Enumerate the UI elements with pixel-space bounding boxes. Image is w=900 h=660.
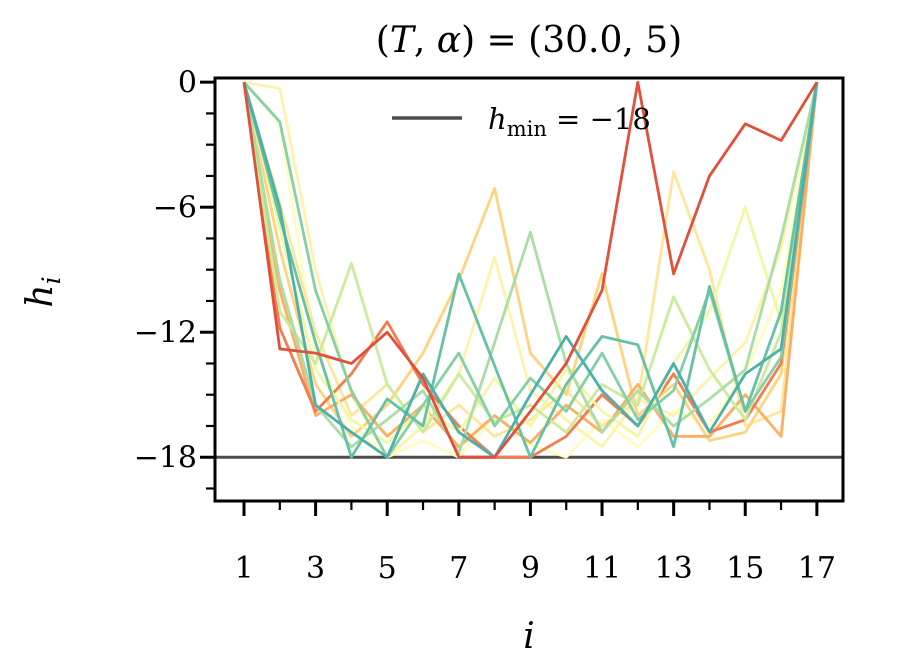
series-line-run-13 <box>242 80 819 459</box>
series-line-run-02 <box>243 80 819 459</box>
legend: hmin = −18 <box>392 102 651 141</box>
x-tick-label: 15 <box>726 551 764 586</box>
y-tick-label: −6 <box>153 191 197 226</box>
series-line-run-11 <box>242 81 819 459</box>
x-tick-labels: 1 3 5 7 9 11 13 15 17 <box>234 551 836 586</box>
x-tick-label: 13 <box>655 551 693 586</box>
axis-ticks <box>200 80 819 516</box>
x-tick-label: 3 <box>306 551 325 586</box>
x-tick-label: 11 <box>583 551 621 586</box>
series-lines <box>242 80 819 459</box>
x-tick-label: 7 <box>449 551 468 586</box>
series-line-run-07 <box>242 81 819 445</box>
chart-title: (T, α) = (30.0, 5) <box>376 20 682 61</box>
series-line-run-08 <box>242 81 819 434</box>
x-tick-label: 5 <box>378 551 397 586</box>
x-tick-label: 17 <box>798 551 836 586</box>
axes-spines <box>213 76 845 503</box>
series-line-run-12 <box>242 81 819 459</box>
x-tick-label: 1 <box>234 551 253 586</box>
x-tick-label: 9 <box>521 551 540 586</box>
y-axis-label: hi <box>20 276 66 307</box>
y-tick-label: −12 <box>134 316 197 351</box>
y-tick-labels: 0 −6 −12 −18 <box>134 66 197 476</box>
legend-label: hmin = −18 <box>488 102 651 141</box>
y-tick-label: 0 <box>178 66 197 101</box>
x-axis-label: i <box>523 616 535 657</box>
series-line-run-09 <box>242 81 819 455</box>
y-tick-label: −18 <box>134 441 197 476</box>
